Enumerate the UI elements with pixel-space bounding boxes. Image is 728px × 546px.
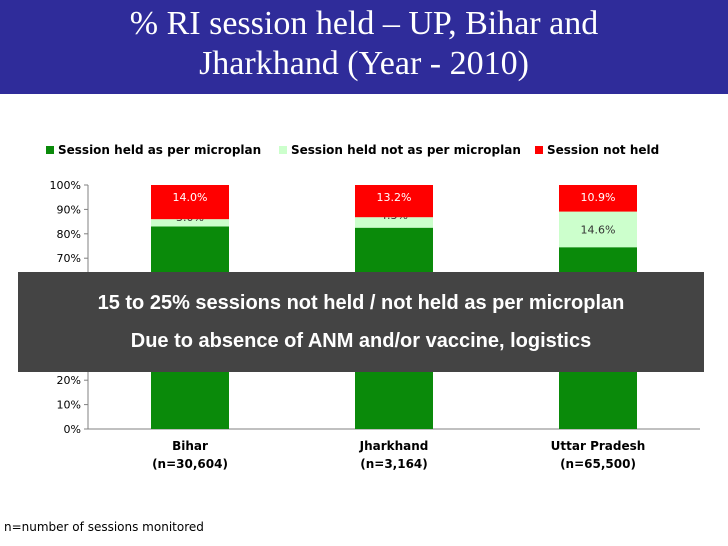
y-tick-label: 0% bbox=[64, 423, 81, 436]
callout-box: 15 to 25% sessions not held / not held a… bbox=[18, 272, 704, 372]
y-tick-label: 20% bbox=[57, 374, 81, 387]
data-label: 13.2% bbox=[377, 191, 412, 204]
slide-title-line2: Jharkhand (Year - 2010) bbox=[199, 45, 529, 82]
y-tick-label: 100% bbox=[50, 179, 81, 192]
legend-label: Session held not as per microplan bbox=[291, 143, 521, 157]
slide-title: % RI session held – UP, Bihar and Jharkh… bbox=[0, 4, 728, 84]
y-tick-label: 70% bbox=[57, 252, 81, 265]
x-tick-label: Uttar Pradesh bbox=[551, 439, 646, 453]
callout-line1: 15 to 25% sessions not held / not held a… bbox=[97, 292, 625, 314]
legend-swatch bbox=[535, 146, 543, 154]
bar-segment bbox=[355, 185, 433, 218]
data-label: 14.0% bbox=[173, 191, 208, 204]
x-tick-sublabel: (n=30,604) bbox=[152, 457, 228, 471]
y-tick-label: 10% bbox=[57, 399, 81, 412]
y-tick-label: 80% bbox=[57, 228, 81, 241]
legend-swatch bbox=[279, 146, 287, 154]
bar-segment bbox=[151, 219, 229, 227]
bar-segment bbox=[559, 185, 637, 212]
bar-segment bbox=[559, 211, 637, 248]
legend-label: Session held as per microplan bbox=[58, 143, 261, 157]
x-tick-sublabel: (n=65,500) bbox=[560, 457, 636, 471]
x-tick-sublabel: (n=3,164) bbox=[360, 457, 428, 471]
footnote: n=number of sessions monitored bbox=[4, 520, 204, 534]
bar-segment bbox=[151, 185, 229, 220]
title-bar bbox=[0, 0, 728, 94]
data-label: 14.6% bbox=[581, 223, 616, 236]
data-label: 10.9% bbox=[581, 191, 616, 204]
bar-segment bbox=[355, 217, 433, 228]
legend-label: Session not held bbox=[547, 143, 659, 157]
x-tick-label: Jharkhand bbox=[359, 439, 429, 453]
slide-title-line1: % RI session held – UP, Bihar and bbox=[129, 5, 599, 42]
legend-swatch bbox=[46, 146, 54, 154]
x-tick-label: Bihar bbox=[172, 439, 208, 453]
y-tick-label: 90% bbox=[57, 203, 81, 216]
callout-line2: Due to absence of ANM and/or vaccine, lo… bbox=[130, 330, 592, 352]
